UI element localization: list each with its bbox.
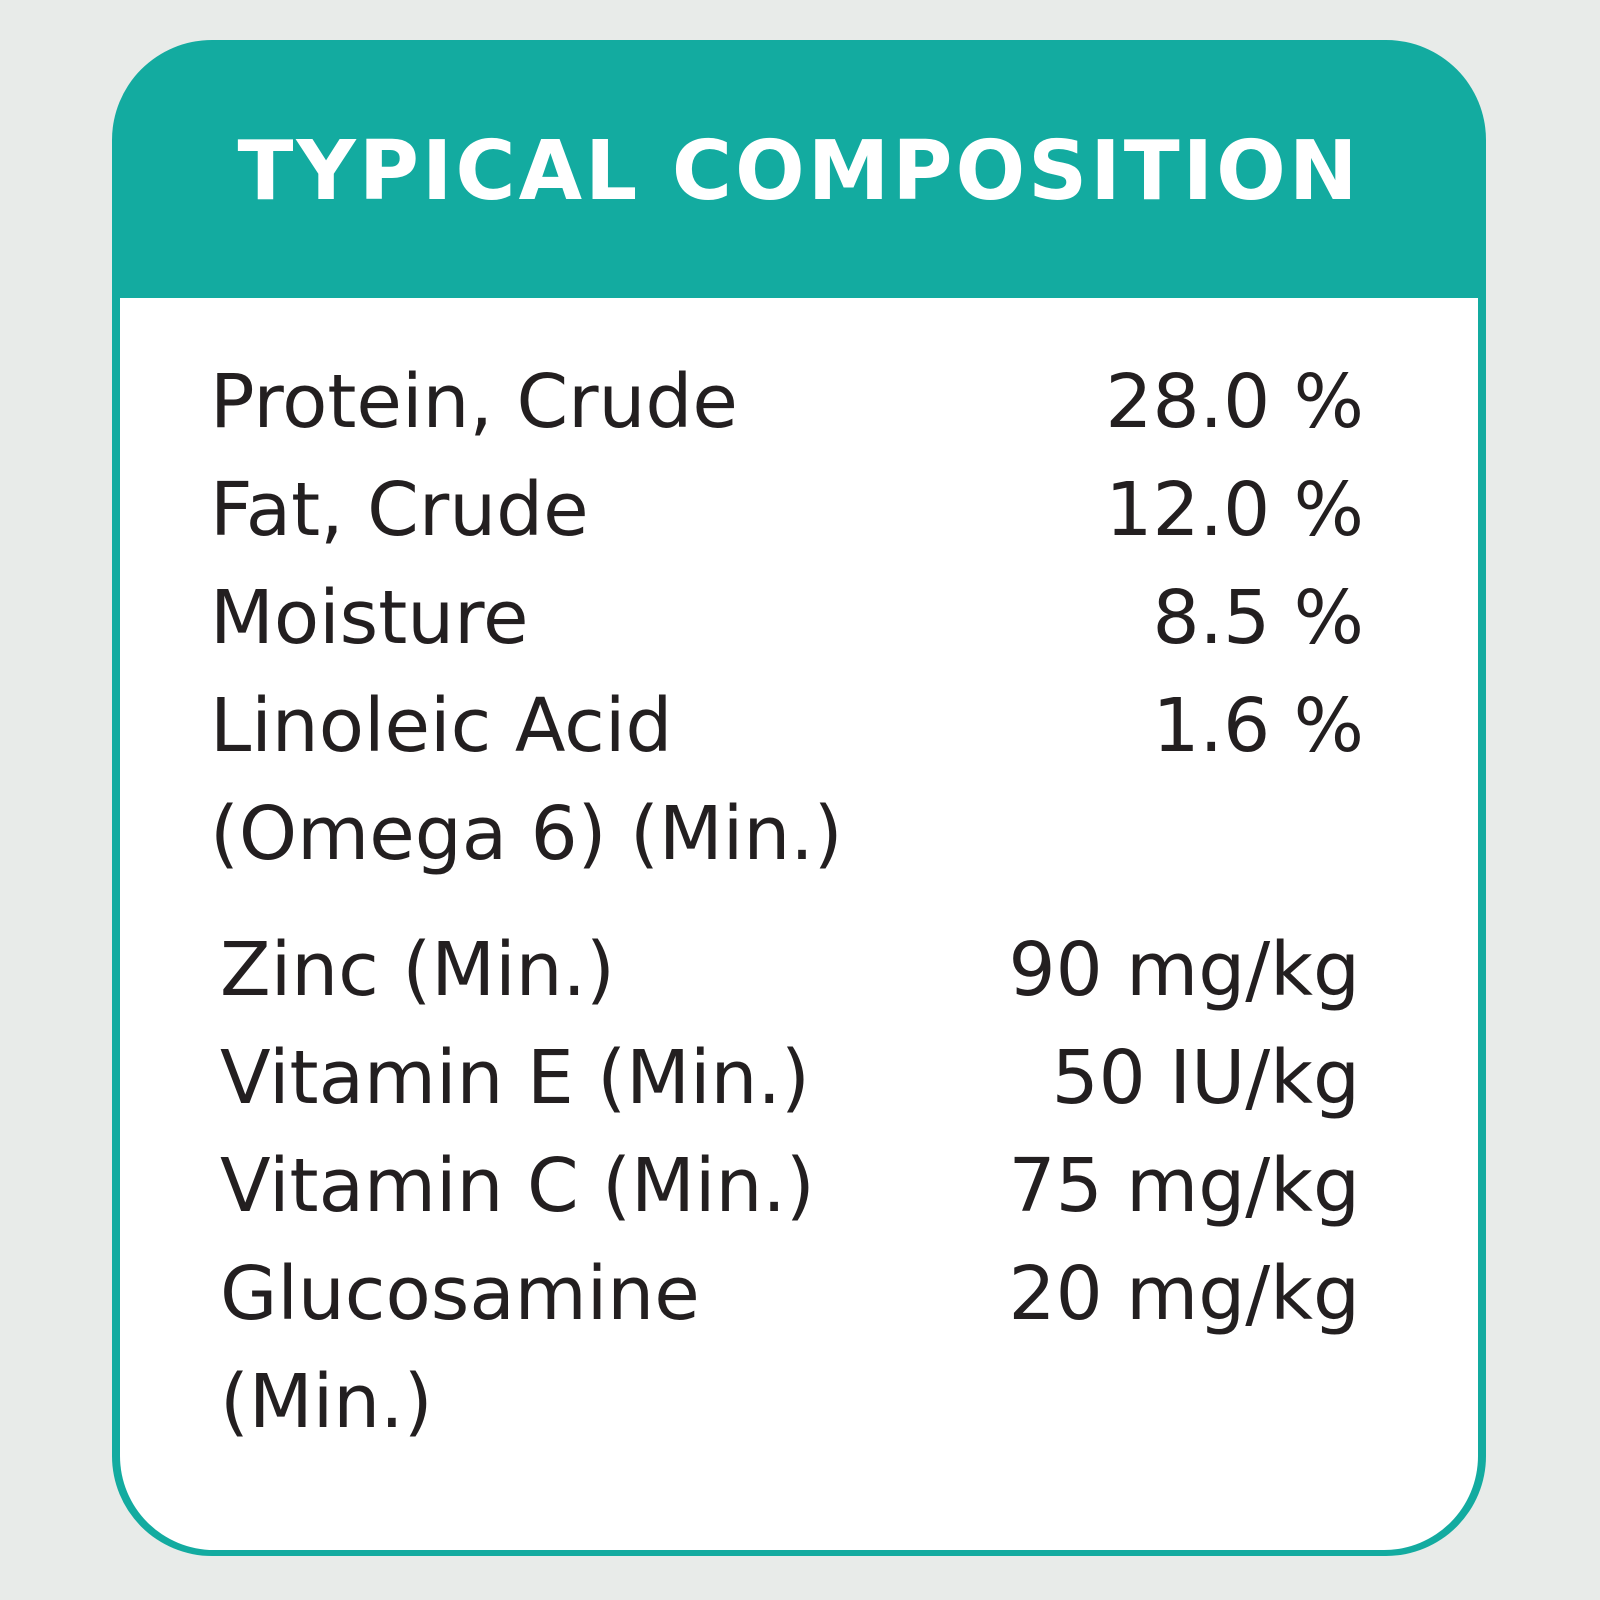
composition-row: Fat, Crude 12.0 % [120, 456, 1478, 564]
composition-row: (Min.) [120, 1348, 1478, 1456]
nutrient-label: Protein, Crude [210, 359, 738, 445]
nutrient-label: Vitamin C (Min.) [220, 1143, 815, 1229]
nutrient-value: 90 mg/kg [1008, 927, 1361, 1013]
composition-row: Zinc (Min.) 90 mg/kg [120, 916, 1478, 1024]
composition-row: Vitamin E (Min.) 50 IU/kg [120, 1024, 1478, 1132]
nutrient-label: Fat, Crude [210, 467, 589, 553]
nutrient-value: 1.6 % [1152, 683, 1364, 769]
composition-panel: Protein, Crude 28.0 % Fat, Crude 12.0 % … [120, 298, 1478, 1550]
composition-row: Vitamin C (Min.) 75 mg/kg [120, 1132, 1478, 1240]
card-title: TYPICAL COMPOSITION [237, 124, 1361, 219]
nutrient-value: 50 IU/kg [1051, 1035, 1360, 1121]
nutrient-value: 8.5 % [1152, 575, 1364, 661]
nutrient-label: (Omega 6) (Min.) [210, 791, 843, 877]
composition-row: Linoleic Acid 1.6 % [120, 672, 1478, 780]
nutrient-value: 28.0 % [1105, 359, 1364, 445]
nutrient-label: Moisture [210, 575, 529, 661]
composition-row: Protein, Crude 28.0 % [120, 348, 1478, 456]
nutrient-value: 20 mg/kg [1008, 1251, 1361, 1337]
nutrient-label: Linoleic Acid [210, 683, 673, 769]
composition-row: Glucosamine 20 mg/kg [120, 1240, 1478, 1348]
nutrient-label: (Min.) [220, 1359, 433, 1445]
nutrient-label: Vitamin E (Min.) [220, 1035, 810, 1121]
nutrient-label: Glucosamine [220, 1251, 700, 1337]
composition-row: Moisture 8.5 % [120, 564, 1478, 672]
composition-row: (Omega 6) (Min.) [120, 780, 1478, 888]
composition-card: TYPICAL COMPOSITION Protein, Crude 28.0 … [112, 40, 1486, 1556]
nutrient-label: Zinc (Min.) [220, 927, 615, 1013]
nutrient-value: 12.0 % [1105, 467, 1364, 553]
nutrient-value: 75 mg/kg [1008, 1143, 1361, 1229]
